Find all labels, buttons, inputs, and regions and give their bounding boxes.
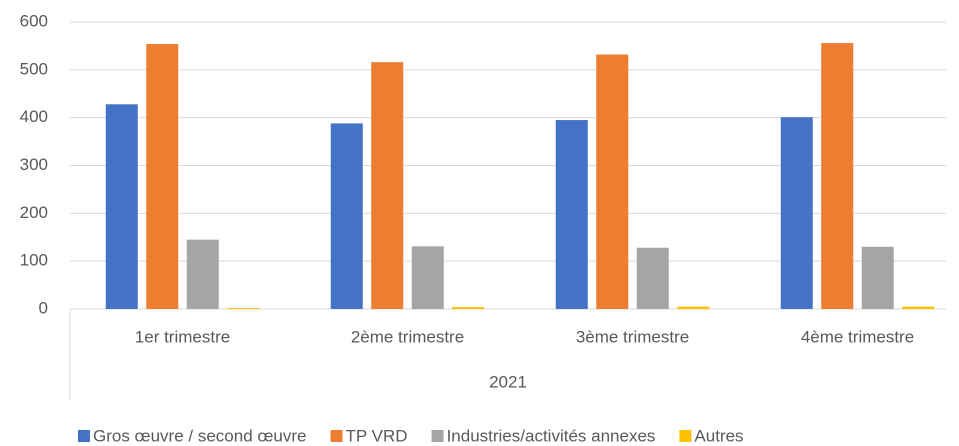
bar bbox=[411, 246, 444, 309]
legend-swatch bbox=[679, 430, 692, 442]
y-tick-label: 200 bbox=[20, 203, 48, 222]
legend-label: Gros œuvre / second œuvre bbox=[93, 426, 307, 445]
x-tick-label: 1er trimestre bbox=[135, 327, 230, 346]
y-tick-label: 300 bbox=[20, 155, 48, 174]
bar bbox=[227, 308, 260, 309]
y-tick-label: 400 bbox=[20, 107, 48, 126]
bar bbox=[902, 306, 935, 309]
legend-swatch bbox=[78, 430, 90, 442]
group-label: 2021 bbox=[489, 372, 527, 391]
bar bbox=[186, 239, 219, 309]
bar bbox=[636, 247, 669, 309]
x-tick-label: 2ème trimestre bbox=[351, 327, 464, 346]
y-tick-label: 600 bbox=[20, 11, 48, 30]
legend-swatch bbox=[330, 430, 343, 442]
bar bbox=[596, 54, 629, 309]
bar bbox=[780, 117, 813, 310]
bar bbox=[146, 44, 179, 310]
bar bbox=[861, 246, 894, 309]
bar bbox=[105, 104, 138, 309]
x-tick-label: 4ème trimestre bbox=[801, 327, 914, 346]
legend-swatch bbox=[431, 430, 444, 442]
bar bbox=[821, 43, 854, 310]
y-tick-label: 100 bbox=[20, 251, 48, 270]
y-tick-label: 0 bbox=[39, 298, 48, 317]
bar bbox=[677, 306, 710, 309]
legend-label: TP VRD bbox=[346, 426, 408, 445]
y-tick-label: 500 bbox=[20, 59, 48, 78]
bar bbox=[555, 120, 588, 309]
legend-label: Autres bbox=[694, 426, 743, 445]
legend-label: Industries/activités annexes bbox=[447, 426, 656, 445]
bar bbox=[371, 62, 404, 310]
bar bbox=[330, 123, 363, 309]
bar bbox=[452, 307, 485, 309]
x-tick-label: 3ème trimestre bbox=[576, 327, 689, 346]
